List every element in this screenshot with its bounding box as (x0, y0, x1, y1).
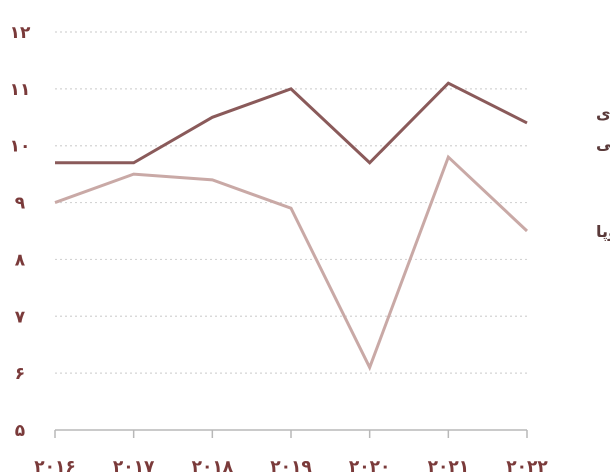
y-tick-label: ۱۲ (10, 23, 31, 43)
y-tick-label: ۶ (15, 364, 25, 384)
series-label: اروپا (596, 222, 610, 242)
x-tick-label: ۲۰۱۶ (34, 457, 76, 476)
x-tick-labels: ۲۰۱۶ ۲۰۱۷ ۲۰۱۸ ۲۰۱۹ ۲۰۲۰ ۲۰۲۱ ۲۰۲۲ (34, 457, 548, 476)
series-label-text: امریکای (596, 104, 610, 123)
y-tick-label: ۱۱ (10, 80, 31, 100)
y-tick-label: ۹ (15, 194, 26, 214)
series-line (54, 154, 529, 372)
y-tick-label: ۸ (15, 250, 26, 270)
series-label-text: شمالی (596, 134, 610, 153)
grid-lines (55, 31, 527, 374)
x-tick-label: ۲۰۲۱ (428, 457, 470, 476)
x-tick-label: ۲۰۱۷ (113, 457, 155, 476)
y-tick-label: ۱۰ (10, 137, 31, 157)
y-tick-label: ۵ (15, 421, 25, 441)
y-tick-labels: ۵ ۶ ۷ ۸ ۹ ۱۰ ۱۱ ۱۲ (10, 23, 31, 441)
series-label-text: اروپا (596, 222, 610, 242)
y-tick-label: ۷ (15, 307, 26, 327)
x-tick-label: ۲۰۲۲ (506, 457, 548, 476)
x-tick-label: ۲۰۱۹ (270, 457, 312, 476)
series-lines (54, 81, 529, 372)
x-tick-label: ۲۰۱۸ (192, 457, 234, 476)
series-labels: امریکای شمالی اروپا (596, 104, 610, 242)
x-axis (54, 429, 528, 438)
series-line (55, 81, 528, 165)
series-label: امریکای شمالی (596, 104, 610, 153)
x-tick-label: ۲۰۲۰ (349, 457, 391, 476)
